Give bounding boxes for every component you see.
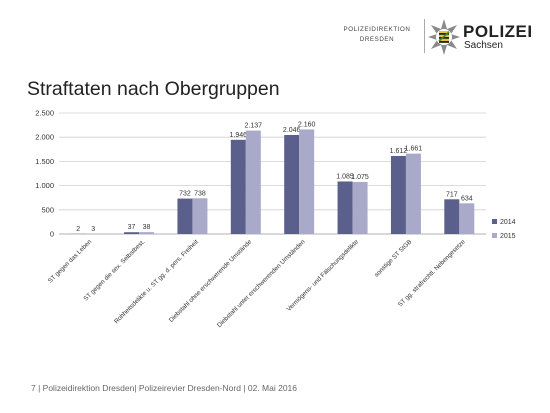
legend-swatch-2015 <box>492 233 497 238</box>
bar-2014 <box>177 198 193 234</box>
header-divider <box>424 19 425 53</box>
x-tick-label: Diebstahl unter erschwerenden Umständen <box>216 238 307 329</box>
slide-title: Straftaten nach Obergruppen <box>27 78 280 100</box>
x-tick-label: Rohheitsdelikte u. ST gg. d. pers. Freih… <box>113 238 200 325</box>
data-label: 717 <box>446 191 458 198</box>
bar-2015 <box>139 232 155 234</box>
data-label: 38 <box>143 224 151 231</box>
bar-2015 <box>299 129 315 234</box>
x-tick-label: sonstige ST StGB <box>373 238 413 278</box>
brand-name: POLIZEI <box>463 22 533 41</box>
data-label: 37 <box>128 224 136 231</box>
data-label: 1.612 <box>390 148 408 155</box>
bar-2015 <box>405 153 421 234</box>
data-label: 2 <box>76 226 80 233</box>
legend-label: 2014 <box>500 219 516 226</box>
data-label: 2.137 <box>245 123 263 130</box>
brand-region: Sachsen <box>464 40 503 51</box>
y-tick-label: 0 <box>50 230 54 239</box>
data-label: 1.661 <box>405 146 423 153</box>
legend-swatch-2014 <box>492 219 497 224</box>
data-label: 634 <box>461 195 473 202</box>
bar-2014 <box>337 181 353 234</box>
legend-label: 2015 <box>500 233 516 240</box>
data-label: 2.160 <box>298 121 316 128</box>
org-line-2: DRESDEN <box>359 36 395 43</box>
bar-2014 <box>124 232 140 234</box>
data-label: 732 <box>179 191 191 198</box>
x-tick-label: ST gegen das Leben <box>47 238 94 285</box>
y-tick-label: 500 <box>41 205 54 214</box>
bar-2015 <box>245 130 261 234</box>
bar-2014 <box>284 134 300 234</box>
bar-2015 <box>459 203 475 234</box>
bar-2014 <box>444 199 460 234</box>
data-label: 1.085 <box>336 173 354 180</box>
y-tick-label: 1.000 <box>35 181 54 190</box>
bar-2015 <box>352 181 368 234</box>
data-label: 3 <box>91 226 95 233</box>
y-tick-label: 1.500 <box>35 157 54 166</box>
bar-2014 <box>390 155 406 234</box>
y-tick-label: 2.500 <box>35 109 54 118</box>
slide-footer: 7 | Polizeidirektion Dresden| Polizeirev… <box>31 383 297 393</box>
bar-2015 <box>192 198 208 234</box>
header-org-name: POLIZEIDIREKTION DRESDEN <box>336 25 418 45</box>
x-tick-label: Diebstahl ohne erschwerende Umstände <box>168 238 254 324</box>
data-label: 1.075 <box>351 174 369 181</box>
data-label: 2.046 <box>283 127 301 134</box>
police-star-logo-icon <box>428 19 460 55</box>
brand-logo: POLIZEI Sachsen <box>463 23 533 51</box>
x-tick-label: ST gegen die sex. Selbstbest. <box>82 238 146 302</box>
bar-2014 <box>230 139 246 234</box>
y-tick-label: 2.000 <box>35 133 54 142</box>
data-label: 1.946 <box>230 132 248 139</box>
data-label: 738 <box>194 190 206 197</box>
org-line-1: POLIZEIDIREKTION <box>343 26 411 33</box>
